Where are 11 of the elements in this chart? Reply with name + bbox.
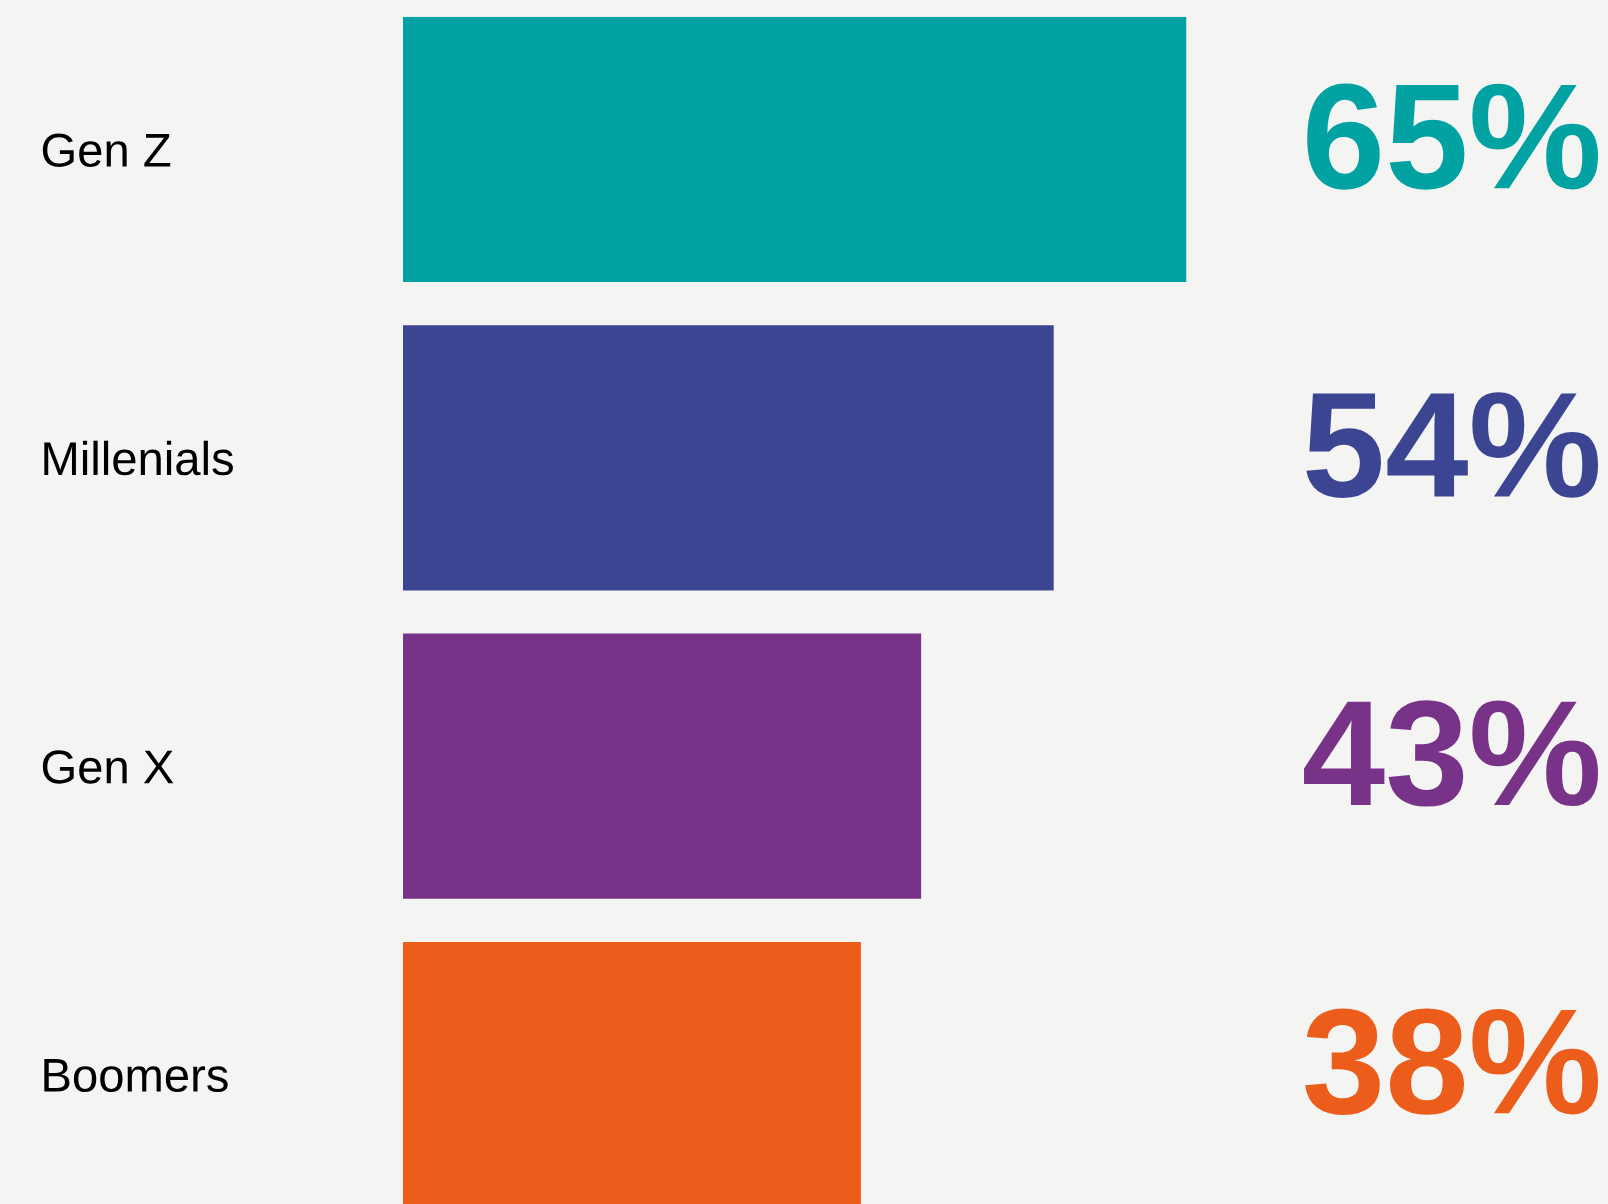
data-label: 38% (1305, 1008, 1599, 1115)
bar (402, 633, 922, 899)
y-tick-label: Gen Z (42, 133, 171, 168)
y-tick-label: Millenials (44, 440, 233, 476)
y-tick-label: Gen X (42, 750, 174, 784)
bar (402, 16, 1187, 283)
data-label: 43% (1304, 700, 1599, 807)
data-label: 65% (1307, 83, 1599, 190)
y-tick-label: Boomers (44, 1059, 228, 1093)
bar (402, 325, 1054, 591)
data-label: 54% (1306, 392, 1599, 499)
